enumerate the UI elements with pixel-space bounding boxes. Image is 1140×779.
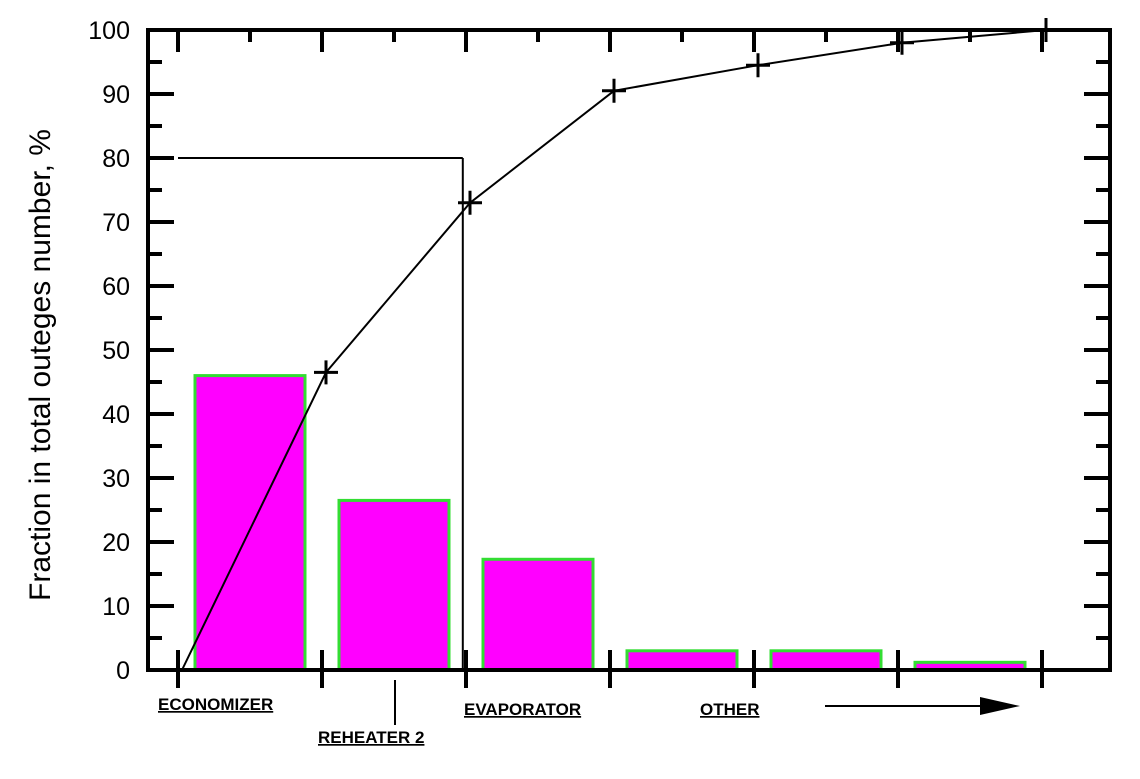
cumulative-marker-4 [746, 53, 770, 78]
y-tick-label-0: 0 [116, 657, 130, 685]
cumulative-marker-3 [602, 78, 626, 103]
bar-1 [193, 374, 307, 672]
category-label-other: OTHER [700, 700, 760, 719]
trend-arrow-head [980, 697, 1020, 715]
bars [193, 374, 1027, 672]
bar-5 [769, 649, 883, 672]
y-tick-label-60: 60 [102, 273, 130, 301]
y-tick-label-30: 30 [102, 465, 130, 493]
bar-4 [625, 649, 739, 672]
y-axis-title: Fraction in total outeges number, % [24, 129, 57, 601]
cumulative-line [178, 18, 1058, 671]
y-tick-label-70: 70 [102, 209, 130, 237]
category-label-evaporator: EVAPORATOR [464, 700, 581, 719]
y-tick-label-90: 90 [102, 81, 130, 109]
cumulative-polyline [181, 29, 1047, 671]
y-tick-label-50: 50 [102, 337, 130, 365]
y-tick-label-80: 80 [102, 145, 130, 173]
y-tick-label-40: 40 [102, 401, 130, 429]
bar-3 [481, 557, 595, 672]
cumulative-marker-1 [314, 360, 338, 385]
category-label-economizer: ECONOMIZER [158, 695, 273, 714]
cumulative-marker-5 [890, 30, 914, 55]
y-axis: 0 10 20 30 40 50 60 70 80 90 100 [88, 17, 1110, 685]
category-label-reheater-2: REHEATER 2 [318, 728, 424, 747]
y-tick-label-10: 10 [102, 593, 130, 621]
y-tick-label-100: 100 [88, 17, 130, 45]
y-tick-label-20: 20 [102, 529, 130, 557]
x-axis [176, 30, 1044, 688]
bar-2 [337, 498, 451, 672]
